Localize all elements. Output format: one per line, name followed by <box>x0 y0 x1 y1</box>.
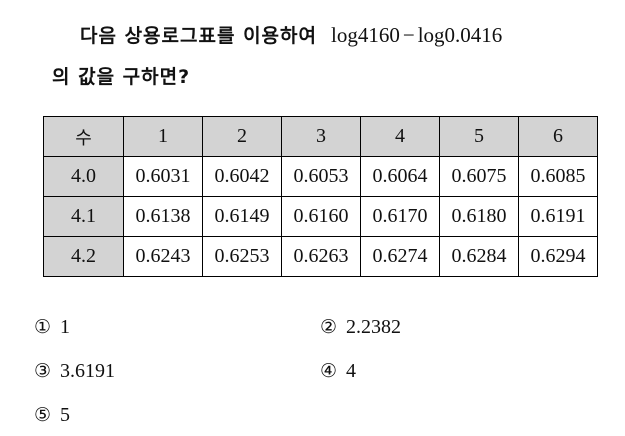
table-cell: 0.6064 <box>360 156 440 197</box>
table-cell: 0.6180 <box>439 196 519 237</box>
question-stem: 다음 상용로그표를 이용하여 log4160− log0.0416 의 값을 구하… <box>52 14 617 98</box>
table-cell: 0.6170 <box>360 196 440 237</box>
table-cell: 0.6160 <box>281 196 361 237</box>
table-row: 4.2 0.6243 0.6253 0.6263 0.6274 0.6284 0… <box>43 236 598 277</box>
choice-value: 5 <box>60 404 71 426</box>
column-header: 5 <box>439 116 519 157</box>
table-cell: 0.6274 <box>360 236 440 277</box>
table-cell: 0.6138 <box>123 196 203 237</box>
table-row: 4.1 0.6138 0.6149 0.6160 0.6170 0.6180 0… <box>43 196 598 237</box>
choice-number: ④ <box>320 360 338 382</box>
table-corner-label: 수 <box>43 116 124 157</box>
log-expression: log4160− log0.0416 <box>331 23 502 47</box>
question-text-end: 의 값을 구하면? <box>52 66 191 88</box>
choice-3[interactable]: ③ 3.6191 <box>34 351 115 391</box>
question-line-1: 다음 상용로그표를 이용하여 log4160− log0.0416 <box>52 14 617 56</box>
choice-value: 2.2382 <box>346 316 402 338</box>
choice-number: ⑤ <box>34 404 52 426</box>
column-header: 4 <box>360 116 440 157</box>
choice-2[interactable]: ② 2.2382 <box>320 307 401 347</box>
row-header: 4.0 <box>43 156 124 197</box>
table-cell: 0.6149 <box>202 196 282 237</box>
table-cell: 0.6263 <box>281 236 361 277</box>
choice-number: ② <box>320 316 338 338</box>
table-header-row: 수 1 2 3 4 5 6 <box>43 116 598 157</box>
choice-number: ① <box>34 316 52 338</box>
choice-value: 4 <box>346 360 357 382</box>
table-row: 4.0 0.6031 0.6042 0.6053 0.6064 0.6075 0… <box>43 156 598 197</box>
table-cell: 0.6075 <box>439 156 519 197</box>
choice-value: 3.6191 <box>60 360 116 382</box>
row-header: 4.1 <box>43 196 124 237</box>
table-cell: 0.6031 <box>123 156 203 197</box>
table-cell: 0.6053 <box>281 156 361 197</box>
table-cell: 0.6243 <box>123 236 203 277</box>
table-cell: 0.6042 <box>202 156 282 197</box>
table-cell: 0.6294 <box>518 236 598 277</box>
column-header: 6 <box>518 116 598 157</box>
table-cell: 0.6191 <box>518 196 598 237</box>
log-table: 수 1 2 3 4 5 6 4.0 0.6031 0.6042 0.6053 0… <box>43 116 598 277</box>
log-term-a: log4160 <box>331 23 400 47</box>
table-cell: 0.6284 <box>439 236 519 277</box>
question-text: 다음 상용로그표를 이용하여 <box>80 25 317 47</box>
question-line-2: 의 값을 구하면? <box>52 56 617 98</box>
row-header: 4.2 <box>43 236 124 277</box>
column-header: 3 <box>281 116 361 157</box>
column-header: 2 <box>202 116 282 157</box>
column-header: 1 <box>123 116 203 157</box>
choice-value: 1 <box>60 316 71 338</box>
table-cell: 0.6253 <box>202 236 282 277</box>
choice-number: ③ <box>34 360 52 382</box>
log-term-b: log0.0416 <box>417 23 503 47</box>
minus-sign: − <box>402 23 415 47</box>
table-cell: 0.6085 <box>518 156 598 197</box>
